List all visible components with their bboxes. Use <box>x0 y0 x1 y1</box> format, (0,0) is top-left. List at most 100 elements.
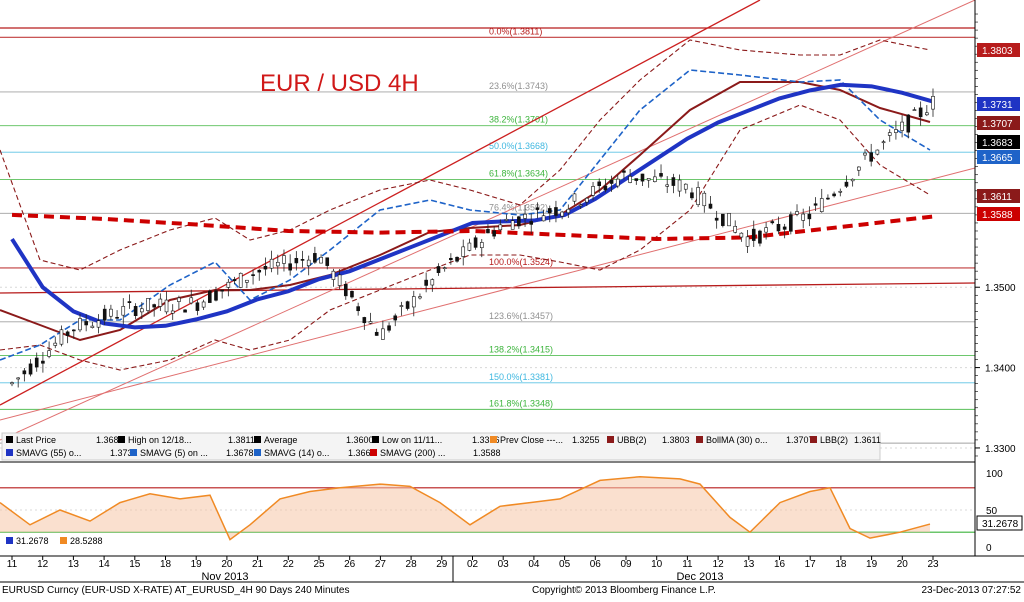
x-tick-label: 10 <box>651 559 663 570</box>
x-tick-label: 22 <box>283 559 295 570</box>
price-tag-label: 1.3588 <box>982 210 1013 221</box>
legend-marker <box>118 436 125 443</box>
legend-marker <box>372 436 379 443</box>
candle-body <box>47 350 51 357</box>
candle-body <box>387 325 391 331</box>
candle-body <box>41 360 45 364</box>
candle-body <box>702 192 707 207</box>
candle-body <box>795 211 799 215</box>
candle-body <box>510 220 515 230</box>
legend-label: Last Price <box>16 435 56 445</box>
candle-body <box>727 213 731 227</box>
legend-label: Low on 11/11... <box>382 435 442 445</box>
candle-body <box>912 109 917 111</box>
month-label-dec: Dec 2013 <box>676 571 723 583</box>
x-tick-label: 20 <box>897 559 909 570</box>
candle-body <box>381 328 385 340</box>
candle-body <box>591 186 595 196</box>
candle-body <box>517 216 521 227</box>
candle-body <box>776 223 781 232</box>
x-tick-label: 17 <box>805 559 817 570</box>
candle-body <box>900 121 904 131</box>
candle-body <box>343 284 348 297</box>
candle-body <box>646 178 651 181</box>
candle-body <box>449 257 453 261</box>
legend-box <box>1 432 881 461</box>
fib-label: 50.0%(1.3668) <box>489 141 548 151</box>
candle-body <box>789 214 793 232</box>
price-tag-label: 1.3683 <box>982 138 1013 149</box>
candle-body <box>102 308 107 321</box>
x-tick-label: 19 <box>191 559 203 570</box>
osc-legend-marker <box>6 537 13 544</box>
candle-body <box>492 230 496 237</box>
candle-body <box>479 242 484 249</box>
candle-body <box>455 256 459 262</box>
legend-value: 1.3678 <box>226 448 254 458</box>
osc-tick-label: 50 <box>986 506 998 517</box>
price-tick-label: 1.3400 <box>985 364 1016 375</box>
candle-body <box>170 310 175 314</box>
legend-marker <box>696 436 703 443</box>
price-tag <box>977 116 1020 130</box>
fib-label: 0.0%(1.3811) <box>489 26 542 36</box>
legend-label: Prev Close ---... <box>500 435 563 445</box>
candle-body <box>931 96 935 110</box>
fib-label: 76.4%(1.3592) <box>489 202 548 212</box>
candle-body <box>782 226 787 230</box>
candle-body <box>22 370 27 375</box>
candle-body <box>442 267 447 270</box>
legend-label: High on 12/18... <box>128 435 192 445</box>
candle-body <box>597 181 602 187</box>
x-tick-label: 04 <box>528 559 540 570</box>
x-tick-label: 11 <box>682 559 693 570</box>
candle-body <box>541 215 546 222</box>
candle-body <box>832 193 836 197</box>
candle-body <box>399 305 404 307</box>
candle-body <box>251 274 255 277</box>
legend-value: 1.3600 <box>346 435 374 445</box>
x-tick-label: 11 <box>7 559 18 570</box>
candle-body <box>708 203 713 209</box>
fib-label: 150.0%(1.3381) <box>489 372 553 382</box>
candle-body <box>467 242 472 251</box>
price-tag <box>977 97 1020 111</box>
candle-body <box>152 304 156 308</box>
candle-body <box>615 178 620 187</box>
osc-tick-label: 100 <box>986 469 1003 480</box>
candle-body <box>733 225 738 233</box>
candle-body <box>677 179 682 192</box>
chart-title: EUR / USD 4H <box>260 70 419 97</box>
candle-body <box>374 331 379 336</box>
candle-body <box>653 176 657 182</box>
candle-body <box>869 152 873 162</box>
candle-body <box>232 279 237 282</box>
candle-body <box>418 296 422 299</box>
candle-body <box>10 382 14 385</box>
legend-label: Average <box>264 435 297 445</box>
smavg-200-line <box>11 212 934 242</box>
x-tick-label: 28 <box>406 559 418 570</box>
candle-body <box>269 258 274 269</box>
candle-body <box>207 290 212 303</box>
upper-bollinger-band <box>0 39 931 271</box>
candle-body <box>28 363 33 375</box>
candle-body <box>65 331 70 336</box>
candle-body <box>16 377 20 380</box>
legend-value: 1.3811 <box>228 435 255 445</box>
candle-body <box>78 318 82 331</box>
legend-value: 1.3588 <box>473 448 501 458</box>
x-tick-label: 29 <box>436 559 448 570</box>
candle-body <box>461 246 466 257</box>
legend-value: 1.3665 <box>348 448 376 458</box>
candle-body <box>714 217 719 221</box>
legend-label: SMAVG (55) o... <box>16 448 81 458</box>
candle-body <box>331 270 336 280</box>
x-tick-label: 16 <box>774 559 786 570</box>
candle-body <box>659 173 663 177</box>
price-tag <box>977 135 1020 149</box>
candle-body <box>572 193 577 202</box>
price-tag <box>977 150 1020 164</box>
legend-label: LBB(2) <box>820 435 848 445</box>
candle-body <box>628 176 632 183</box>
